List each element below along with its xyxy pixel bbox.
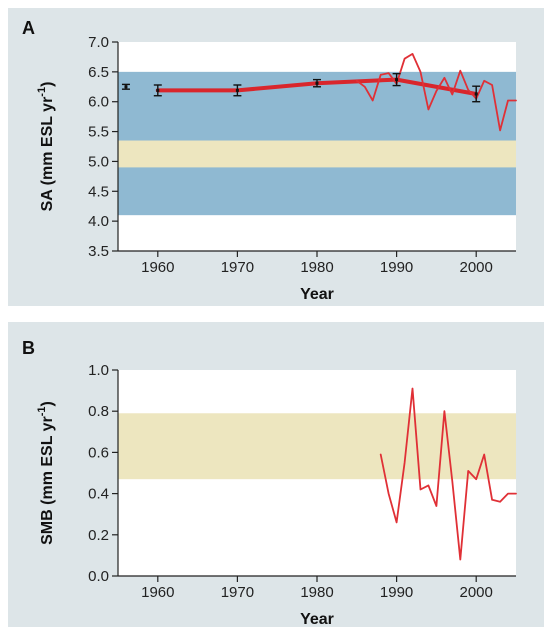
chart-a-y-axis-title-sup: -1 (36, 87, 48, 97)
chart-a-error-bar-point (313, 78, 321, 88)
chart-a-data-point (315, 81, 319, 85)
chart-a-y-tick-label: 4.0 (88, 213, 109, 230)
chart-b-x-tick-label: 2000 (460, 584, 493, 601)
chart-b-y-tick-label: 1.0 (88, 362, 109, 379)
chart-b-y-axis-title-main: SMB (mm ESL yr (39, 416, 56, 545)
chart-b-band-0 (118, 413, 516, 480)
chart-b-x-tick-label: 1970 (221, 584, 254, 601)
chart-b-y-tick-label: 0.4 (88, 486, 109, 503)
chart-a-series-thin-line (355, 53, 517, 132)
chart-b-panel-letter: B (22, 338, 35, 358)
chart-b-x-tick-label: 1960 (141, 584, 174, 601)
chart-b-x-axis-title: Year (300, 611, 334, 628)
chart-a-error-bar-point (121, 83, 130, 90)
chart-a-x-tick-label: 1970 (221, 259, 254, 276)
chart-a-x-tick-label: 2000 (460, 259, 493, 276)
chart-b-x-tick-label: 1980 (300, 584, 333, 601)
panel-a: A 3.5 4.0 4.5 5.0 5.5 6.0 6.5 7.0 1960 1970 1980 199… (8, 8, 544, 306)
chart-b-x-tick-label: 1990 (380, 584, 413, 601)
chart-a-data-point (124, 85, 128, 89)
chart-b-svg: B 0.0 0.2 0.4 0.6 0.8 1.0 1960 1970 1980 1990 2000 Y… (22, 338, 517, 628)
chart-a-y-tick-label: 3.5 (88, 243, 109, 260)
chart-b-y-tick-label: 0.8 (88, 403, 109, 420)
chart-a-y-axis-title: SA (mm ESL yr-1) (36, 82, 56, 212)
chart-b-y-axis-title-tail: ) (39, 401, 56, 406)
chart-a-x-axis-title: Year (300, 286, 334, 303)
chart-a-data-point (235, 88, 239, 92)
chart-a-y-tick-label: 4.5 (88, 183, 109, 200)
chart-a-data-point (395, 78, 399, 82)
chart-a-error-bar-point (153, 84, 162, 97)
chart-a-y-tick-label: 6.0 (88, 94, 109, 111)
chart-a-y-tick-label: 7.0 (88, 34, 109, 51)
panel-b: B 0.0 0.2 0.4 0.6 0.8 1.0 1960 1970 1980 1990 2000 Y… (8, 322, 544, 628)
chart-b-y-axis-title-sup: -1 (36, 406, 48, 416)
chart-a-band-1 (118, 140, 516, 168)
chart-a-y-axis-title-tail: ) (39, 82, 56, 87)
chart-a-error-bar-point (472, 85, 481, 103)
chart-b-y-tick-label: 0.6 (88, 444, 109, 461)
chart-a-data-point (156, 88, 160, 92)
chart-a-svg: A 3.5 4.0 4.5 5.0 5.5 6.0 6.5 7.0 1960 1970 1980 199… (22, 18, 517, 303)
chart-a-y-axis-title-main: SA (mm ESL yr (39, 97, 56, 212)
chart-a-y-tick-label: 5.0 (88, 153, 109, 170)
chart-a-x-tick-label: 1980 (300, 259, 333, 276)
chart-a-data-point (474, 92, 478, 96)
chart-b-series-thin-line (379, 387, 517, 561)
chart-b-y-axis-title: SMB (mm ESL yr-1) (36, 401, 56, 545)
chart-a-panel-letter: A (22, 18, 35, 38)
chart-a-y-tick-label: 6.5 (88, 64, 109, 81)
chart-a-y-tick-label: 5.5 (88, 124, 109, 141)
chart-b-y-tick-label: 0.2 (88, 527, 109, 544)
chart-a-error-bar-point (233, 84, 242, 97)
chart-a-x-tick-label: 1990 (380, 259, 413, 276)
chart-a-x-tick-label: 1960 (141, 259, 174, 276)
chart-a-error-bar-point (392, 72, 401, 87)
chart-b-y-tick-label: 0.0 (88, 568, 109, 585)
